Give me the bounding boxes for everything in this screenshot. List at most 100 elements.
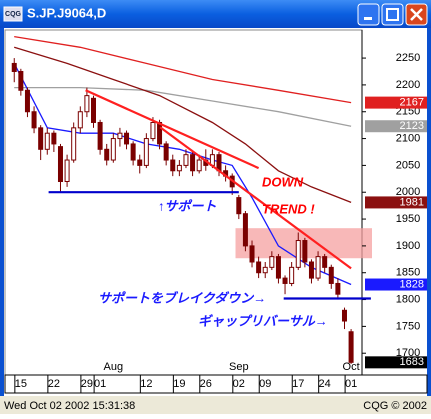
- moving-average: [14, 35, 352, 104]
- trendline: [85, 89, 260, 170]
- annotation: TREND !: [262, 201, 315, 216]
- candle-body: [157, 121, 163, 145]
- window-buttons[interactable]: [357, 3, 428, 26]
- candle-body: [295, 240, 301, 268]
- minimize-glyph: [364, 17, 372, 20]
- candle-body: [130, 143, 136, 161]
- candle-body: [97, 121, 103, 150]
- candle-body: [242, 213, 248, 247]
- maximize-button[interactable]: [381, 3, 404, 26]
- candle-body: [335, 282, 341, 295]
- candle-body: [150, 121, 156, 140]
- candle-body: [275, 256, 281, 279]
- y-tick-label: 1750: [396, 320, 420, 332]
- app-icon: [3, 6, 23, 22]
- y-tick-label: 2150: [396, 106, 420, 118]
- app-icon-text: CQG: [5, 11, 22, 18]
- trendline: [159, 126, 352, 270]
- value-box-label: 1981: [400, 196, 424, 208]
- y-tick-label: 2250: [396, 52, 420, 64]
- value-box-label: 2167: [400, 97, 424, 109]
- candle-body: [249, 245, 255, 263]
- y-tick-label: 1800: [396, 293, 420, 305]
- moving-average: [14, 46, 352, 204]
- y-tick-label: 2200: [396, 79, 420, 91]
- candle-body: [77, 111, 83, 129]
- month-label: Aug: [104, 361, 124, 373]
- candle-body: [170, 159, 176, 172]
- candle-body: [256, 261, 262, 274]
- candle-body: [57, 146, 63, 182]
- candle-body: [71, 127, 77, 161]
- annotation: ↑サポート: [158, 198, 217, 213]
- candle-body: [64, 159, 70, 182]
- candle-body: [84, 95, 90, 113]
- annotation: ギャップリバーサル→: [198, 313, 328, 328]
- y-tick-label: 1900: [396, 240, 420, 252]
- minimize-button[interactable]: [357, 3, 380, 26]
- candle-body: [302, 240, 308, 263]
- candle-body: [104, 148, 110, 161]
- maximize-glyph: [386, 8, 399, 21]
- moving-average: [14, 86, 352, 127]
- y-tick-label: 1850: [396, 267, 420, 279]
- status-time: Wed Oct 02 2002 15:31:38: [4, 400, 135, 412]
- candle-body: [289, 266, 295, 284]
- x-tick-label: 24: [319, 378, 331, 390]
- x-tick-label: 02: [233, 378, 245, 390]
- candle-body: [143, 138, 149, 166]
- candle-body: [110, 138, 116, 161]
- x-tick-label: 01: [345, 378, 357, 390]
- candle-body: [322, 256, 328, 268]
- candle-body: [137, 159, 143, 166]
- candle-body: [315, 256, 321, 279]
- candle-body: [348, 331, 354, 363]
- value-box-label: 1683: [400, 356, 424, 368]
- candle-body: [216, 154, 222, 172]
- x-tick-label: 09: [259, 378, 271, 390]
- close-glyph: [410, 8, 423, 21]
- candle-body: [38, 127, 44, 150]
- y-tick-label: 2100: [396, 132, 420, 144]
- status-bar: [0, 396, 431, 414]
- candle-body: [196, 159, 202, 172]
- candle-body: [269, 256, 275, 268]
- value-box: [365, 356, 427, 369]
- value-box: [365, 196, 427, 209]
- x-tick-label: 15: [15, 378, 27, 390]
- x-tick-label: 29: [81, 378, 93, 390]
- candle-body: [11, 62, 17, 72]
- value-box: [365, 278, 427, 291]
- candle-body: [328, 266, 334, 284]
- value-box-label: 2123: [400, 120, 424, 132]
- window-title: S.JP.J9064,D: [27, 5, 106, 20]
- candle-body: [183, 154, 189, 166]
- x-tick-label: 12: [140, 378, 152, 390]
- candle-body: [91, 97, 97, 123]
- x-tick-label: 19: [173, 378, 185, 390]
- y-tick-label: 2000: [396, 186, 420, 198]
- candle-body: [341, 309, 347, 322]
- candle-body: [308, 261, 314, 279]
- status-copyright: CQG © 2002: [363, 400, 427, 412]
- annotation: DOWN: [262, 174, 304, 189]
- value-box: [365, 120, 427, 133]
- candle-body: [31, 111, 37, 129]
- x-tick-label: 17: [292, 378, 304, 390]
- candle-body: [18, 70, 24, 91]
- candle-body: [262, 266, 268, 274]
- candle-body: [236, 197, 242, 215]
- time-axis: [4, 374, 428, 394]
- candle-body: [163, 143, 169, 161]
- candle-body: [190, 154, 196, 172]
- month-label: Oct: [343, 361, 360, 373]
- month-label: Sep: [229, 361, 249, 373]
- x-tick-label: 26: [200, 378, 212, 390]
- candle-body: [24, 89, 30, 113]
- value-box: [365, 96, 427, 109]
- y-tick-label: 1700: [396, 347, 420, 359]
- candle-body: [176, 164, 182, 172]
- x-tick-label: 22: [48, 378, 60, 390]
- y-tick-label: 1950: [396, 213, 420, 225]
